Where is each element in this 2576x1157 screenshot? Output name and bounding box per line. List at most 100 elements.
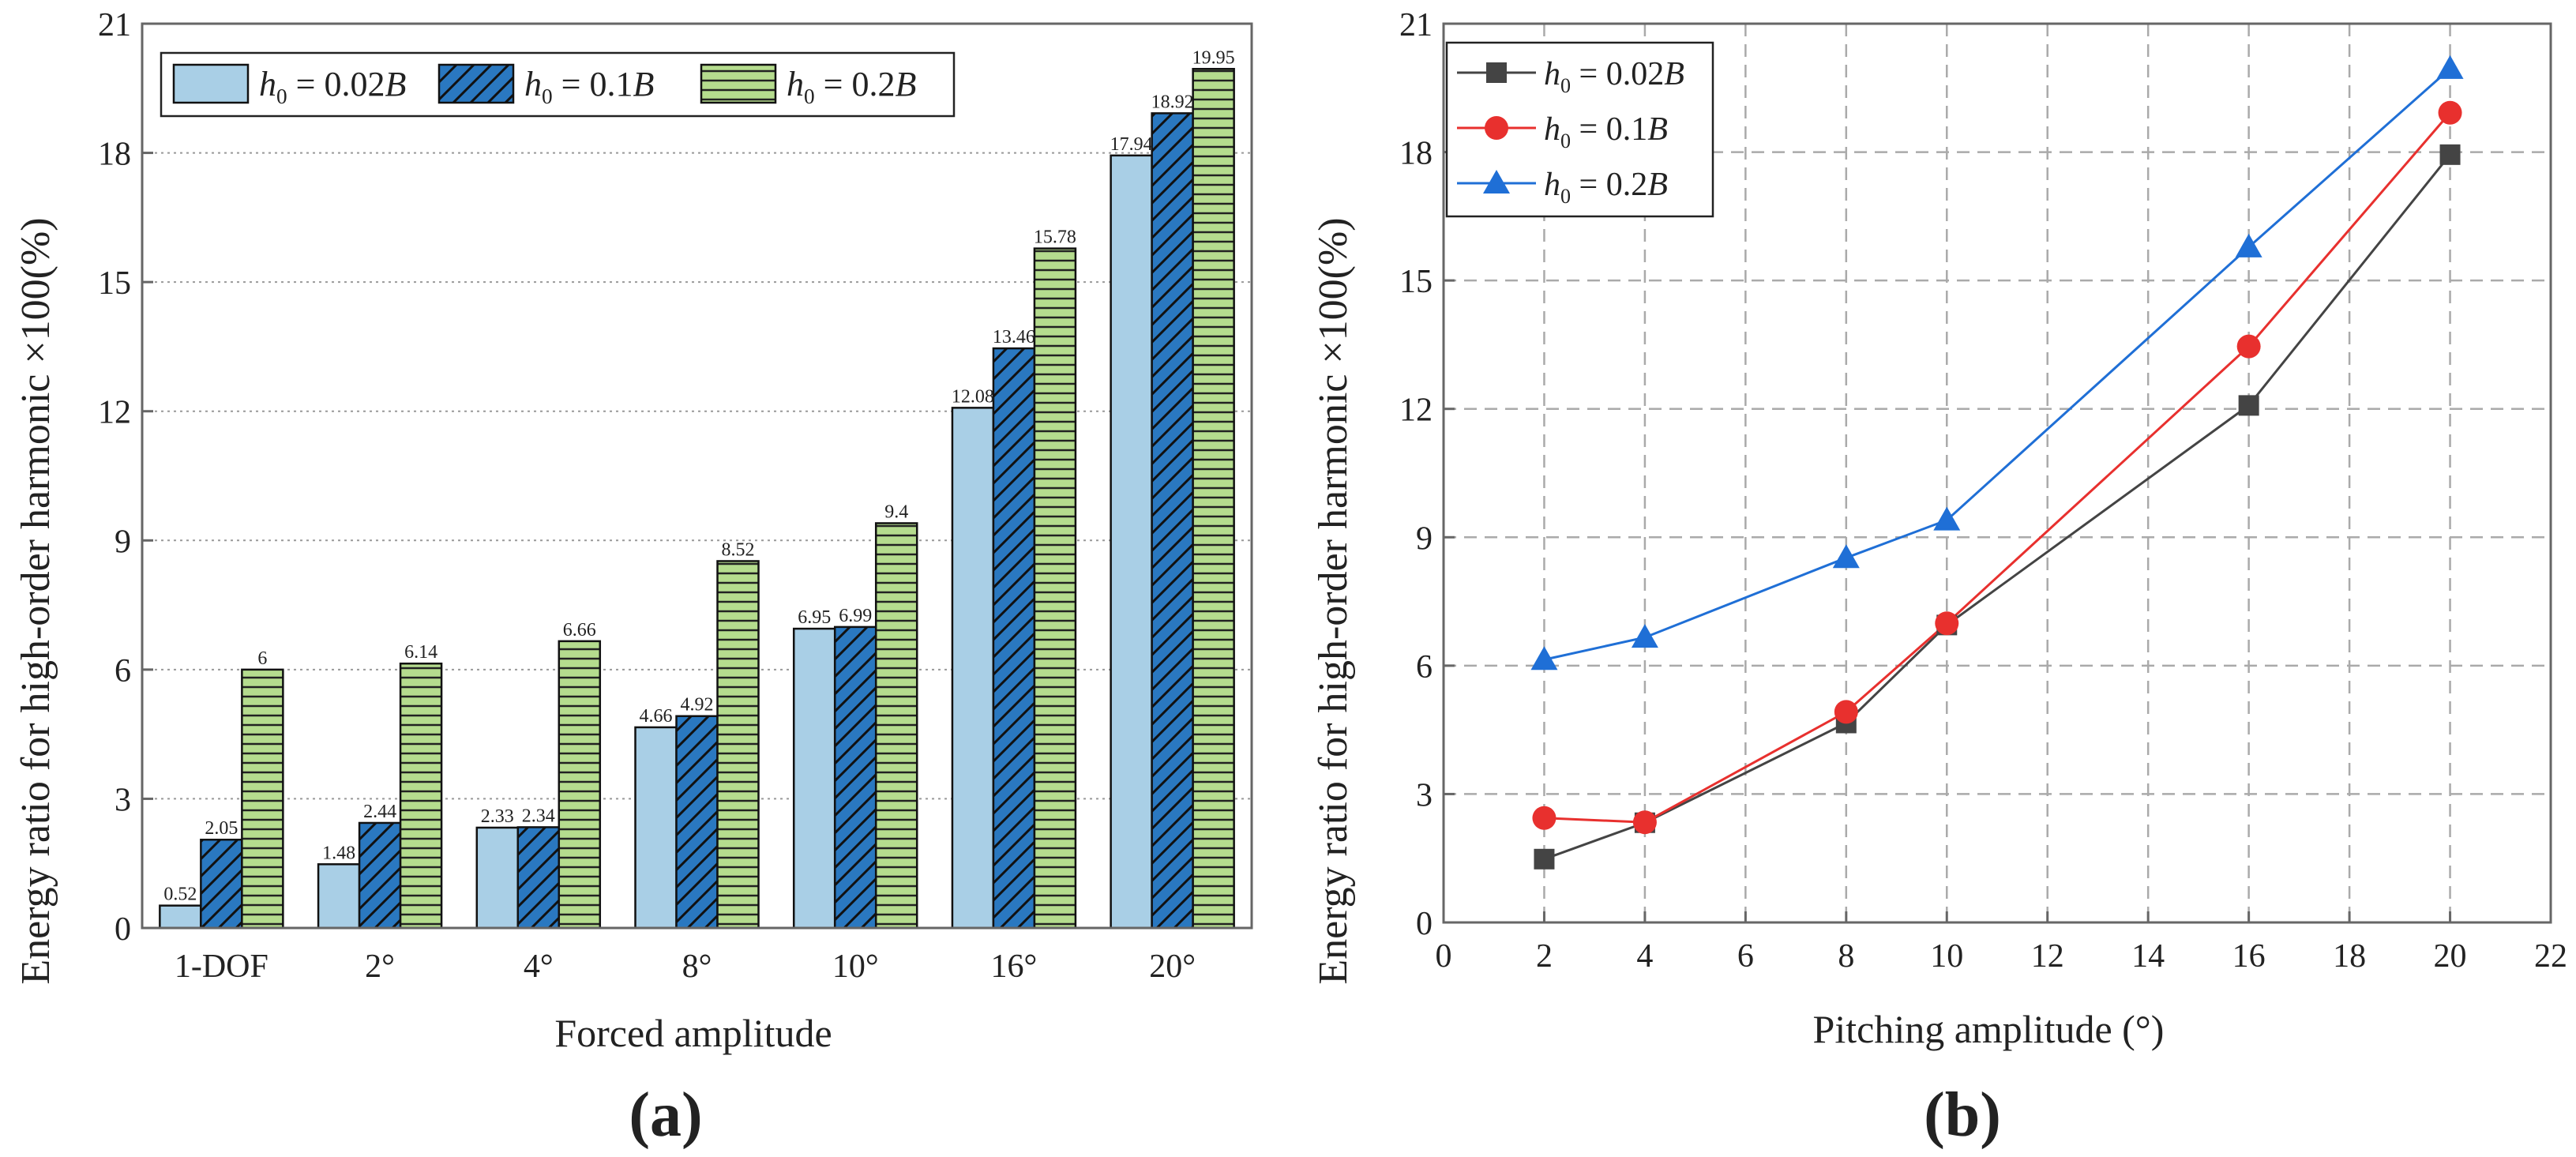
- bar-hatch-0: [200, 838, 243, 930]
- bar-hatch-2: [516, 826, 561, 930]
- data-point-triangle: [1933, 506, 1961, 531]
- bar-value-label: 2.34: [522, 806, 555, 826]
- y-tick-label: 9: [115, 524, 131, 560]
- x-tick-label: 8°: [682, 949, 712, 985]
- x-tick-label: 8: [1838, 938, 1854, 975]
- bar-solid-3: [634, 726, 678, 930]
- x-tick-label: 4°: [524, 949, 554, 985]
- bar-stripes-6: [1192, 68, 1235, 930]
- bar-solid-0: [159, 904, 202, 930]
- data-point-square: [1534, 848, 1555, 870]
- y-tick-label: 21: [98, 7, 131, 43]
- y-tick-label: 18: [98, 137, 131, 173]
- legend-label: h0 = 0.02B: [1544, 56, 1684, 97]
- series-line-circle: [1544, 111, 2451, 824]
- bar-value-label: 17.94: [1110, 134, 1153, 155]
- bar-value-label: 4.92: [681, 695, 714, 716]
- y-tick-label: 9: [1416, 520, 1433, 557]
- bar-stripes-0: [241, 668, 284, 930]
- y-tick-label: 12: [98, 395, 131, 431]
- bar-value-label: 15.78: [1034, 227, 1076, 248]
- legend-swatch-stripes: [700, 63, 777, 104]
- bar-solid-6: [1110, 154, 1153, 930]
- x-tick-label: 20°: [1149, 949, 1196, 985]
- plot-frame: [141, 22, 1253, 930]
- y-tick-label: 3: [1416, 777, 1433, 813]
- bar-stripes-1: [399, 662, 443, 930]
- x-tick-label: 18: [2333, 938, 2366, 975]
- y-tick-label: 21: [1399, 7, 1433, 43]
- panel-label-b: (b): [1924, 1080, 2001, 1150]
- x-tick-label: 1-DOF: [175, 949, 268, 985]
- line-chart-panel: 0 3 6 9 12 15 18 21 0 2 4 6 8 10 12 14 16 18 20 22 Energy …: [1311, 7, 2567, 1150]
- bar-value-label: 1.48: [322, 843, 355, 863]
- y-axis-ticks: 0 3 6 9 12 15 18 21: [1399, 7, 1455, 942]
- x-tick-label: 16: [2232, 938, 2266, 975]
- bar-value-label: 9.4: [884, 501, 908, 522]
- x-tick-label: 12: [2031, 938, 2064, 975]
- x-axis-label: Forced amplitude: [554, 1011, 832, 1055]
- data-point-circle: [2438, 100, 2462, 125]
- x-tick-label: 22: [2534, 938, 2567, 975]
- bar-value-label: 6.95: [798, 607, 831, 628]
- legend-label: h0 = 0.2B: [787, 65, 916, 108]
- bar-hatch-6: [1151, 112, 1194, 930]
- y-tick-label: 12: [1399, 393, 1433, 429]
- bar-hatch-4: [833, 625, 877, 930]
- y-tick-label: 3: [115, 782, 131, 818]
- bar-value-label: 6.66: [563, 620, 596, 640]
- legend-swatch-solid: [172, 63, 250, 104]
- y-axis-label: Energy ratio for high-order harmonic ×10…: [1311, 217, 1356, 984]
- bar-value-label: 6: [257, 648, 267, 669]
- y-tick-label: 6: [1416, 649, 1433, 686]
- bar-value-labels: 0.52 2.05 6 1.48 2.44 6.14 2.33 2.34 6.66 4.66 4.9…: [163, 47, 1234, 904]
- y-tick-label: 6: [115, 653, 131, 689]
- data-point-circle: [2236, 334, 2261, 359]
- x-tick-label: 2°: [365, 949, 395, 985]
- legend-marker-square: [1486, 62, 1507, 83]
- data-point-triangle: [2235, 233, 2262, 257]
- data-point-circle: [1834, 700, 1858, 724]
- bar-stripes-5: [1033, 247, 1077, 930]
- bar-value-label: 6.14: [404, 642, 437, 663]
- x-tick-label: 14: [2131, 938, 2165, 975]
- x-tick-label: 10: [1930, 938, 1963, 975]
- legend-marker-circle: [1485, 116, 1508, 140]
- data-point-square: [2439, 144, 2461, 165]
- series-markers: [1530, 54, 2464, 870]
- bar-hatch-1: [358, 821, 402, 930]
- x-tick-label: 0: [1436, 938, 1452, 975]
- bar-stripes-2: [558, 640, 602, 930]
- bar-solid-1: [317, 863, 361, 930]
- x-axis-ticks: 1-DOF 2° 4° 8° 10° 16° 20°: [175, 949, 1196, 985]
- y-axis-label: Energy ratio for high-order harmonic ×10…: [13, 217, 58, 984]
- data-point-circle: [1632, 810, 1657, 835]
- legend: h0 = 0.02B h0 = 0.1B h0 = 0.2B: [1445, 41, 1714, 218]
- panel-label-a: (a): [629, 1080, 702, 1150]
- bar-chart-panel: 0.52 2.05 6 1.48 2.44 6.14 2.33 2.34 6.66 4.66 4.9…: [13, 7, 1253, 1150]
- bar-hatch-3: [675, 715, 719, 930]
- bar-hatch-5: [992, 347, 1036, 930]
- bar-value-label: 4.66: [640, 706, 673, 727]
- bar-value-label: 13.46: [993, 327, 1035, 347]
- x-tick-label: 16°: [991, 949, 1038, 985]
- bar-solid-4: [792, 627, 836, 930]
- legend: h0 = 0.02B h0 = 0.1B h0 = 0.2B: [160, 51, 956, 118]
- legend-marker-triangle: [1483, 170, 1510, 193]
- y-tick-label: 15: [98, 265, 131, 302]
- data-point-circle: [1532, 806, 1556, 830]
- series-line-square: [1543, 153, 2451, 861]
- legend-label: h0 = 0.2B: [1544, 167, 1668, 208]
- bar-value-label: 6.99: [839, 606, 872, 626]
- y-axis-ticks: 0 3 6 9 12 15 18 21: [98, 7, 153, 948]
- x-tick-label: 10°: [832, 949, 879, 985]
- data-point-triangle: [1631, 624, 1658, 648]
- y-tick-label: 0: [115, 911, 131, 948]
- legend-swatch-hatch: [437, 63, 515, 104]
- data-point-triangle: [1530, 646, 1558, 671]
- legend-label: h0 = 0.1B: [524, 65, 654, 108]
- bar-value-label: 2.33: [481, 806, 514, 827]
- bar-value-label: 19.95: [1192, 47, 1235, 68]
- x-tick-label: 4: [1636, 938, 1653, 975]
